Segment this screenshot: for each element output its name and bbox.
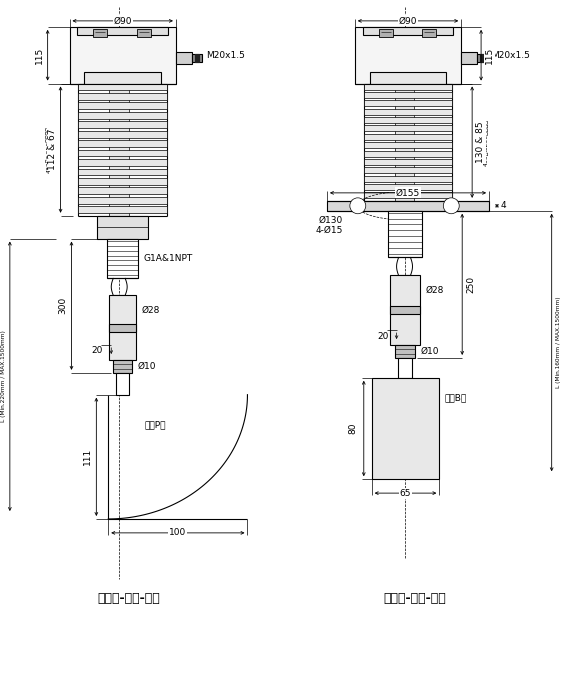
Bar <box>109 83 129 216</box>
Bar <box>355 27 461 83</box>
Bar <box>137 29 151 37</box>
Bar <box>192 54 202 62</box>
Text: Ø10: Ø10 <box>137 362 156 371</box>
Bar <box>395 345 416 358</box>
Text: 100: 100 <box>169 529 187 538</box>
Bar <box>78 187 167 194</box>
Text: L (Min.160mm / MAX.1500mm): L (Min.160mm / MAX.1500mm) <box>556 296 561 389</box>
Bar <box>78 130 167 137</box>
Bar <box>78 112 167 119</box>
Bar <box>78 122 167 128</box>
Bar <box>390 275 420 345</box>
Text: Ø90: Ø90 <box>113 16 132 25</box>
Text: 保护型-螺纹-高温: 保护型-螺纹-高温 <box>98 592 161 605</box>
Bar <box>195 54 199 62</box>
Bar <box>364 83 452 89</box>
Bar <box>364 134 452 140</box>
Bar <box>77 27 168 35</box>
Text: M20x1.5: M20x1.5 <box>491 51 530 59</box>
Bar <box>116 373 129 395</box>
Bar <box>387 211 422 257</box>
Text: Ø130: Ø130 <box>319 217 343 225</box>
Bar <box>69 27 176 83</box>
Bar <box>364 176 452 182</box>
Bar <box>109 295 136 360</box>
Text: 300: 300 <box>59 297 68 314</box>
Bar <box>370 72 446 83</box>
Text: M20x1.5: M20x1.5 <box>206 51 245 59</box>
Bar <box>422 29 437 37</box>
Bar <box>364 150 452 156</box>
Bar <box>461 52 477 64</box>
Circle shape <box>443 198 459 214</box>
Bar <box>364 184 452 190</box>
Bar <box>94 29 107 37</box>
Text: 112 & 67: 112 & 67 <box>47 129 56 170</box>
Bar <box>78 150 167 156</box>
Bar <box>109 324 136 331</box>
Bar <box>364 193 452 199</box>
Text: 保护型-法兰-高温: 保护型-法兰-高温 <box>383 592 446 605</box>
Text: 20: 20 <box>92 346 103 355</box>
Bar <box>78 93 167 100</box>
Bar <box>107 238 138 279</box>
Text: 115: 115 <box>485 46 494 64</box>
Bar <box>85 72 161 83</box>
Circle shape <box>350 198 366 214</box>
Bar <box>364 159 452 165</box>
Bar <box>78 178 167 185</box>
Text: 130 & 85: 130 & 85 <box>476 122 485 163</box>
Text: 111: 111 <box>83 448 92 465</box>
Bar <box>78 169 167 176</box>
Bar <box>398 358 412 378</box>
Bar <box>364 142 452 148</box>
Bar <box>372 378 439 479</box>
Bar <box>364 92 452 98</box>
Text: 65: 65 <box>400 488 411 498</box>
Text: 115: 115 <box>34 46 43 64</box>
Bar <box>364 117 452 123</box>
Text: G1A&1NPT: G1A&1NPT <box>143 254 192 263</box>
Text: 20: 20 <box>377 331 389 341</box>
Bar <box>98 216 148 238</box>
Bar <box>390 306 420 314</box>
Bar <box>78 197 167 204</box>
Bar <box>176 52 192 64</box>
Text: Ø28: Ø28 <box>425 285 444 295</box>
Bar <box>327 201 489 211</box>
Text: 4-Ø15: 4-Ø15 <box>315 226 343 235</box>
Bar <box>378 29 393 37</box>
Bar <box>78 83 167 90</box>
Text: Ø155: Ø155 <box>396 189 420 197</box>
Text: 叶片P型: 叶片P型 <box>144 420 166 429</box>
Bar <box>364 100 452 107</box>
Bar <box>364 126 452 131</box>
Bar <box>364 109 452 115</box>
Bar <box>78 206 167 213</box>
Bar <box>395 83 415 201</box>
Text: Ø90: Ø90 <box>399 16 417 25</box>
Text: Ø28: Ø28 <box>141 306 160 315</box>
Bar <box>78 140 167 147</box>
Bar <box>364 167 452 173</box>
Text: 叶片B型: 叶片B型 <box>444 393 466 402</box>
Bar <box>480 54 484 62</box>
Text: 4: 4 <box>501 201 506 210</box>
Text: Ø10: Ø10 <box>420 347 439 356</box>
Text: 80: 80 <box>349 423 358 434</box>
Bar <box>363 27 453 35</box>
Text: 400度&250度散热片: 400度&250度散热片 <box>483 119 489 166</box>
Bar <box>78 102 167 109</box>
Text: 250: 250 <box>466 276 475 293</box>
Text: L (Min.220mm / MAX.1500mm): L (Min.220mm / MAX.1500mm) <box>1 331 6 422</box>
Bar <box>477 54 487 62</box>
Text: 400度&250度散热片: 400度&250度散热片 <box>46 126 51 173</box>
Bar <box>78 159 167 166</box>
Bar <box>113 360 132 373</box>
